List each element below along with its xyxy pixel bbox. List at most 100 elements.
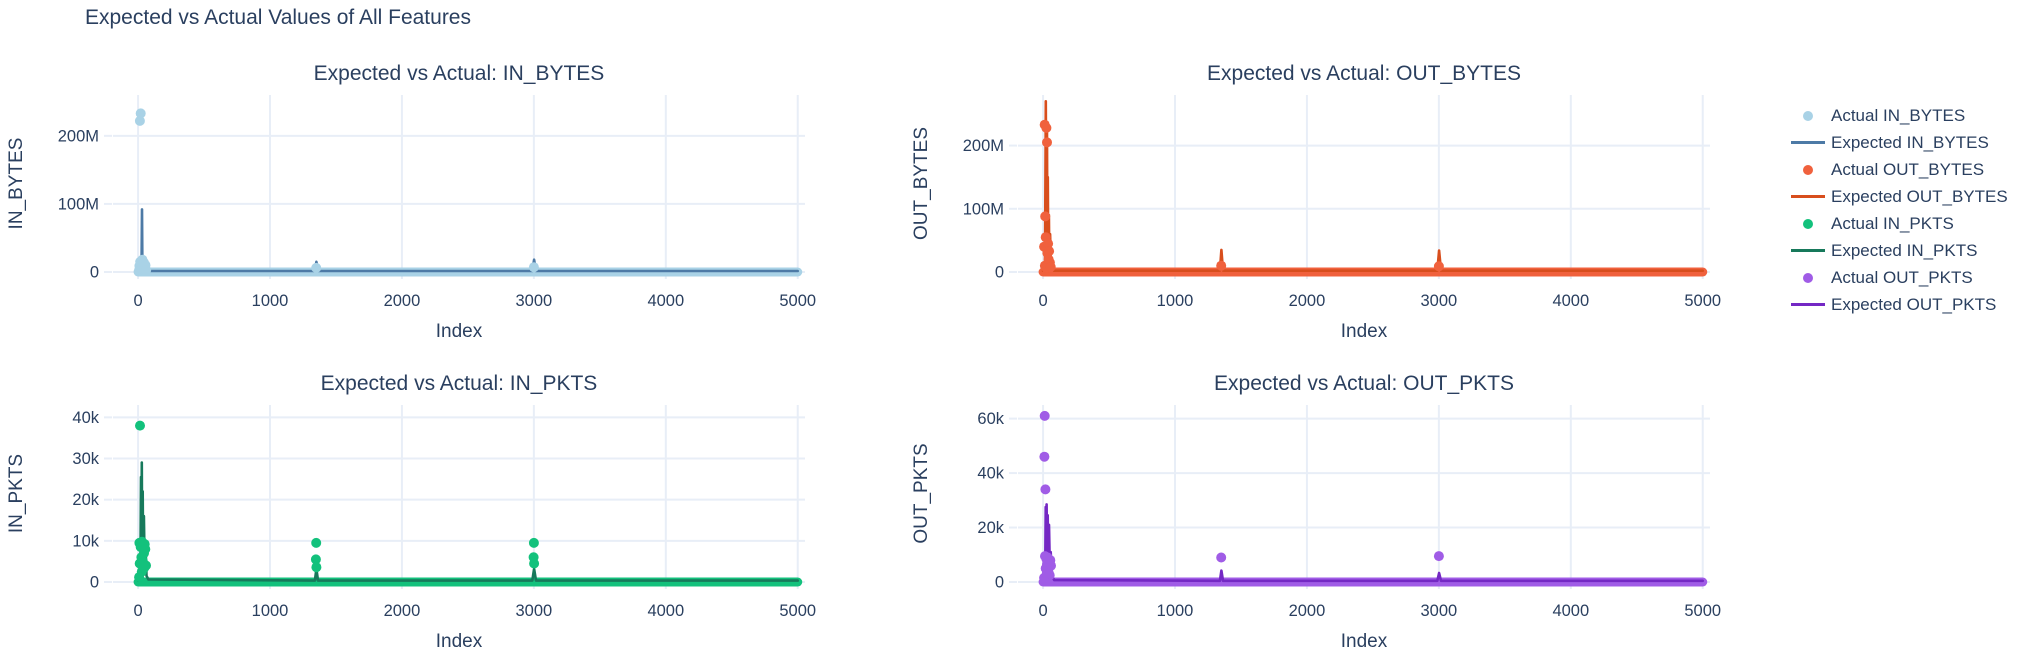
data-point[interactable]	[1040, 211, 1051, 222]
data-point[interactable]	[141, 265, 152, 275]
data-point[interactable]	[1045, 261, 1056, 272]
data-point[interactable]	[1039, 451, 1050, 462]
legend-item-actual-in-pkts[interactable]: Actual IN_PKTS	[1790, 214, 2008, 233]
data-point[interactable]	[528, 262, 539, 273]
data-point[interactable]	[311, 262, 322, 273]
plot-canvas-out_pkts[interactable]: Expected vs Actual: OUT_PKTS 0 1000 2000 300…	[905, 358, 1775, 658]
y-tick-label: 10k	[72, 532, 99, 550]
y-tick-label: 0	[995, 574, 1004, 592]
data-point[interactable]	[1216, 552, 1227, 563]
x-tick-label: 3000	[516, 602, 553, 620]
legend-item-expected-out-pkts[interactable]: Expected OUT_PKTS	[1790, 295, 2008, 314]
x-tick-label: 0	[1038, 292, 1047, 310]
data-point[interactable]	[134, 572, 145, 583]
subplot-in-bytes[interactable]: Expected vs Actual: IN_BYTES 0 1000 2000 300…	[0, 48, 870, 348]
y-tick-label: 30k	[72, 450, 99, 468]
data-point[interactable]	[528, 537, 539, 548]
data-point[interactable]	[311, 562, 322, 573]
y-tick-label: 60k	[977, 410, 1004, 428]
legend-label: Actual IN_BYTES	[1831, 105, 1966, 125]
data-point[interactable]	[1044, 246, 1055, 257]
legend-label: Actual IN_PKTS	[1831, 213, 1954, 233]
data-point[interactable]	[1042, 137, 1052, 148]
subplot-out-pkts[interactable]: Expected vs Actual: OUT_PKTS 0 1000 2000 300…	[905, 358, 1775, 658]
y-tick-label: 20k	[977, 519, 1004, 537]
line-swatch-icon	[1790, 249, 1826, 252]
x-axis-label: Index	[1341, 631, 1388, 652]
legend-item-expected-in-pkts[interactable]: Expected IN_PKTS	[1790, 241, 2008, 260]
x-tick-label: 1000	[1157, 292, 1194, 310]
subplot-title: Expected vs Actual: IN_BYTES	[314, 62, 605, 85]
data-point[interactable]	[135, 420, 145, 431]
x-tick-label: 4000	[1552, 602, 1589, 620]
y-axis-label: IN_BYTES	[6, 138, 27, 230]
subplot-in-pkts[interactable]: Expected vs Actual: IN_PKTS 0 1000 2000 3000…	[0, 358, 870, 658]
x-tick-label: 4000	[1552, 292, 1589, 310]
line-swatch-icon	[1790, 141, 1826, 144]
data-point[interactable]	[1216, 260, 1227, 271]
legend-item-expected-in-bytes[interactable]: Expected IN_BYTES	[1790, 133, 2008, 152]
line-swatch-icon	[1790, 195, 1826, 198]
y-tick-label: 200M	[58, 127, 99, 145]
data-point[interactable]	[311, 537, 322, 548]
y-tick-label: 100M	[963, 200, 1004, 218]
x-tick-label: 3000	[1421, 292, 1458, 310]
data-point[interactable]	[1040, 484, 1051, 495]
data-point[interactable]	[140, 544, 151, 555]
x-axis-label: Index	[436, 321, 483, 342]
data-point[interactable]	[139, 562, 150, 573]
data-point[interactable]	[134, 115, 145, 126]
y-tick-label: 0	[90, 264, 99, 282]
plot-canvas-in_pkts[interactable]: Expected vs Actual: IN_PKTS 0 1000 2000 3000…	[0, 358, 870, 658]
x-tick-label: 0	[1038, 602, 1047, 620]
legend-item-actual-out-pkts[interactable]: Actual OUT_PKTS	[1790, 268, 2008, 287]
line-swatch-icon	[1790, 303, 1826, 306]
legend-item-actual-in-bytes[interactable]: Actual IN_BYTES	[1790, 106, 2008, 125]
figure-title: Expected vs Actual Values of All Feature…	[85, 6, 471, 29]
scatter-dot-icon	[1790, 110, 1826, 121]
x-tick-label: 2000	[1289, 292, 1326, 310]
data-point[interactable]	[1046, 560, 1056, 571]
x-tick-label: 2000	[1289, 602, 1326, 620]
subplot-out-bytes[interactable]: Expected vs Actual: OUT_BYTES 0 1000 2000 30…	[905, 48, 1775, 348]
data-point[interactable]	[135, 108, 146, 119]
legend-label: Expected IN_PKTS	[1831, 240, 1978, 260]
x-tick-label: 0	[133, 602, 142, 620]
data-point[interactable]	[1041, 122, 1052, 133]
x-tick-label: 4000	[647, 292, 684, 310]
data-point[interactable]	[310, 554, 321, 565]
legend-item-expected-out-bytes[interactable]: Expected OUT_BYTES	[1790, 187, 2008, 206]
legend-label: Actual OUT_BYTES	[1831, 159, 1985, 179]
scatter-dot-icon	[1790, 164, 1826, 175]
x-tick-label: 1000	[252, 602, 289, 620]
y-tick-label: 0	[90, 574, 99, 592]
x-axis-label: Index	[1341, 321, 1388, 342]
x-tick-label: 1000	[252, 292, 289, 310]
data-point[interactable]	[1039, 410, 1050, 421]
x-tick-label: 1000	[1157, 602, 1194, 620]
data-point[interactable]	[529, 558, 540, 569]
x-tick-label: 0	[133, 292, 142, 310]
y-axis-label: IN_PKTS	[6, 454, 27, 533]
data-point[interactable]	[1041, 568, 1052, 579]
subplot-title: Expected vs Actual: OUT_BYTES	[1207, 62, 1521, 85]
x-tick-label: 5000	[779, 602, 816, 620]
x-tick-label: 5000	[1684, 602, 1721, 620]
legend-item-actual-out-bytes[interactable]: Actual OUT_BYTES	[1790, 160, 2008, 179]
y-axis-label: OUT_PKTS	[911, 443, 932, 543]
y-tick-label: 100M	[58, 195, 99, 213]
y-tick-label: 0	[995, 264, 1004, 282]
data-point[interactable]	[1043, 238, 1054, 249]
data-point[interactable]	[1433, 261, 1444, 272]
x-axis-label: Index	[436, 631, 483, 652]
y-tick-label: 200M	[963, 137, 1004, 155]
y-tick-label: 40k	[977, 465, 1004, 483]
data-point[interactable]	[1433, 551, 1444, 562]
scatter-dot-icon	[1790, 218, 1826, 229]
legend-label: Expected OUT_PKTS	[1831, 294, 1997, 314]
scatter-dot-icon	[1790, 272, 1826, 283]
plot-canvas-in_bytes[interactable]: Expected vs Actual: IN_BYTES 0 1000 2000 300…	[0, 48, 870, 348]
plot-canvas-out_bytes[interactable]: Expected vs Actual: OUT_BYTES 0 1000 2000 30…	[905, 48, 1775, 348]
x-tick-label: 3000	[516, 292, 553, 310]
